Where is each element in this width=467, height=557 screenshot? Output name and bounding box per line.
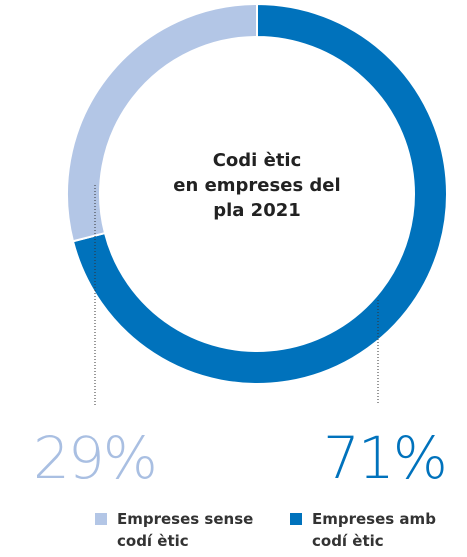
value-label: 29% xyxy=(33,424,158,492)
title-line: en empreses del xyxy=(173,175,341,196)
value-label: 71% xyxy=(323,424,448,492)
title-line: Codi ètic xyxy=(212,150,302,171)
legend-swatch xyxy=(290,513,302,525)
legend-label: Empreses sense codí ètic xyxy=(117,510,254,550)
legend-swatch xyxy=(95,513,107,525)
chart-title: Codi ètic en empreses del pla 2021 xyxy=(157,148,357,223)
pie-slice xyxy=(71,2,448,385)
pie-slice xyxy=(66,2,258,243)
legend-label: Empreses amb codí ètic xyxy=(312,510,436,550)
title-line: pla 2021 xyxy=(213,200,301,221)
